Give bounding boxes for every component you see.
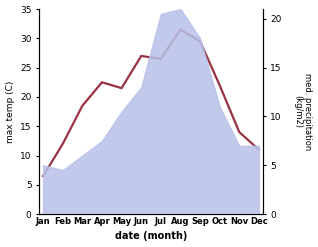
X-axis label: date (month): date (month) — [115, 231, 187, 242]
Y-axis label: max temp (C): max temp (C) — [5, 80, 15, 143]
Y-axis label: med. precipitation
(kg/m2): med. precipitation (kg/m2) — [293, 73, 313, 150]
